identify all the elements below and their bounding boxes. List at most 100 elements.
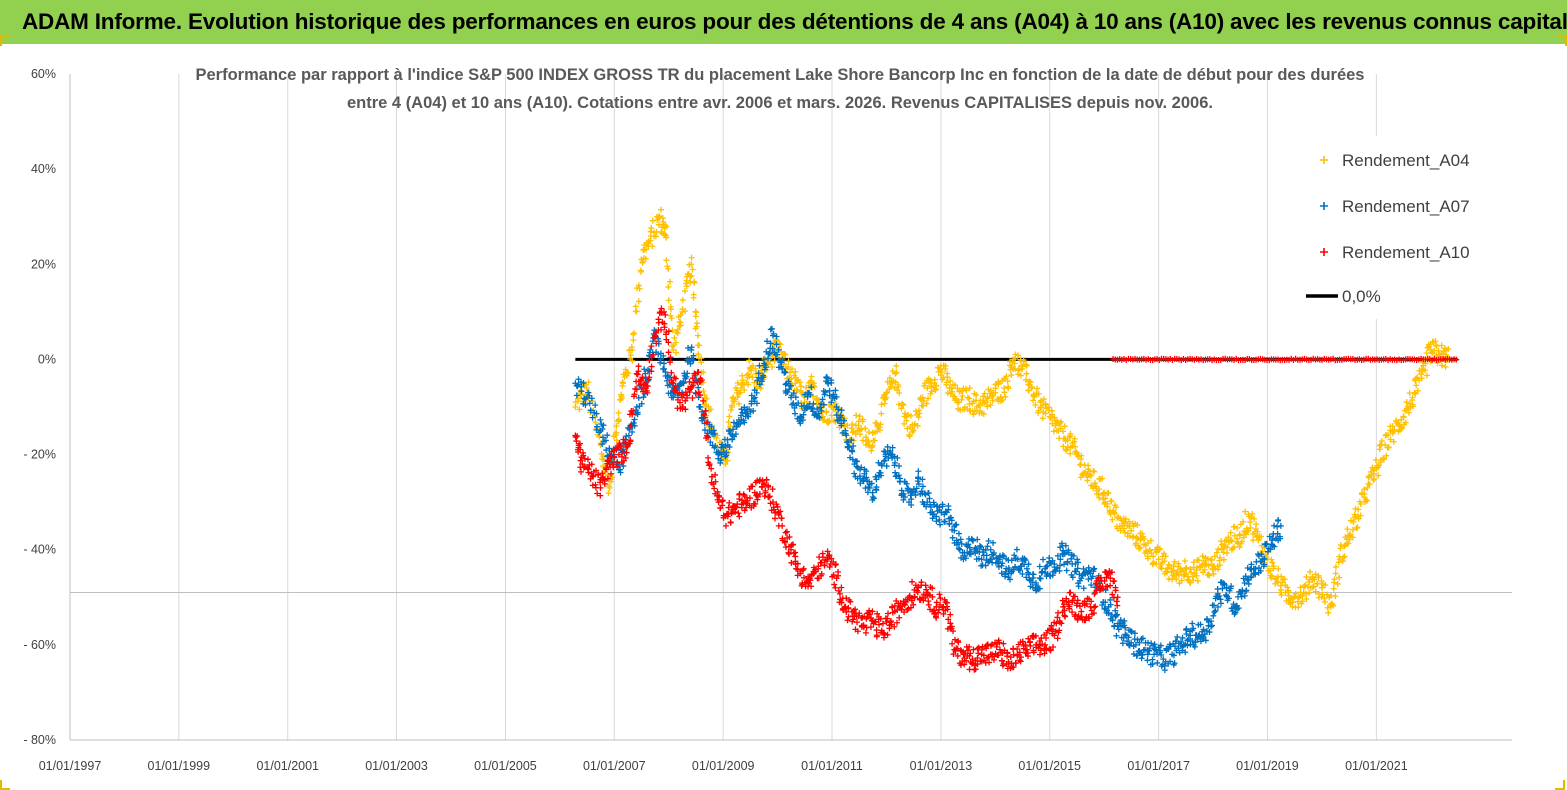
- a10-point: [648, 343, 655, 350]
- a07-point: [958, 540, 965, 547]
- a04-point: [688, 254, 695, 261]
- a04-point: [1375, 464, 1382, 471]
- a04-point: [1015, 366, 1022, 373]
- a10-point: [635, 368, 642, 375]
- a04-point: [1195, 557, 1202, 564]
- a10-point: [1058, 620, 1065, 627]
- a10-point: [929, 593, 936, 600]
- a04-point: [726, 413, 733, 420]
- a04-point: [984, 403, 991, 410]
- a10-point: [597, 492, 604, 499]
- a04-point: [1389, 423, 1396, 430]
- a07-point: [835, 406, 842, 413]
- a04-point: [1060, 428, 1067, 435]
- a10-point: [786, 534, 793, 541]
- a04-point: [737, 389, 744, 396]
- a04-point: [592, 419, 599, 426]
- a07-point: [927, 503, 934, 510]
- a04-point: [690, 291, 697, 298]
- a07-point: [667, 390, 674, 397]
- a10-point: [826, 563, 833, 570]
- a10-point: [1025, 635, 1032, 642]
- a07-point: [620, 463, 627, 470]
- a10-point: [998, 657, 1005, 664]
- a04-point: [1331, 576, 1338, 583]
- a10-point: [984, 655, 991, 662]
- a04-point: [1234, 524, 1241, 531]
- a10-point: [743, 504, 750, 511]
- a04-point: [1224, 544, 1231, 551]
- a04-point: [1216, 562, 1223, 569]
- a10-point: [974, 661, 981, 668]
- a10-point: [1019, 638, 1026, 645]
- a07-point: [949, 534, 956, 541]
- a04-point: [985, 386, 992, 393]
- a07-point: [1248, 561, 1255, 568]
- a04-point: [914, 422, 921, 429]
- a07-point: [617, 469, 624, 476]
- a04-point: [910, 427, 917, 434]
- a10-point: [766, 493, 773, 500]
- a07-point: [707, 439, 714, 446]
- x-tick-label: 01/01/2001: [256, 759, 319, 773]
- a07-point: [828, 377, 835, 384]
- a07-point: [1211, 609, 1218, 616]
- a07-point: [1260, 563, 1267, 570]
- a04-point: [1211, 553, 1218, 560]
- a04-point: [633, 308, 640, 315]
- a07-point: [662, 369, 669, 376]
- a04-point: [1275, 565, 1282, 572]
- a07-point: [972, 545, 979, 552]
- a04-point: [1354, 524, 1361, 531]
- a04-point: [1153, 560, 1160, 567]
- a10-point: [1023, 646, 1030, 653]
- a10-point: [1109, 591, 1116, 598]
- a04-point: [1001, 389, 1008, 396]
- a10-point: [605, 457, 612, 464]
- a07-point: [850, 443, 857, 450]
- a04-point: [862, 425, 869, 432]
- a10-point: [1041, 650, 1048, 657]
- a04-point: [905, 411, 912, 418]
- a04-point: [749, 362, 756, 369]
- a04-point: [796, 379, 803, 386]
- a07-point: [1061, 561, 1068, 568]
- a04-point: [1385, 432, 1392, 439]
- a10-point: [577, 457, 584, 464]
- a04-point: [1067, 430, 1074, 437]
- a07-point: [815, 410, 822, 417]
- a04-point: [728, 404, 735, 410]
- a07-point: [1023, 565, 1030, 572]
- a07-point: [756, 362, 763, 369]
- x-tick-label: 01/01/2005: [474, 759, 537, 773]
- a07-point: [818, 407, 825, 414]
- a07-point: [1036, 563, 1043, 570]
- a04-point: [877, 421, 884, 428]
- a04-point: [1411, 389, 1418, 396]
- a07-point: [1039, 568, 1046, 575]
- a10-point: [866, 607, 873, 614]
- a10-point: [594, 471, 601, 478]
- a04-point: [636, 285, 643, 292]
- a04-point: [630, 337, 637, 344]
- a07-point: [1127, 627, 1134, 634]
- a07-point: [1175, 645, 1182, 652]
- a07-point: [792, 394, 799, 401]
- a10-point: [794, 560, 801, 567]
- a07-point: [1091, 565, 1098, 572]
- a04-point: [1438, 362, 1445, 369]
- a04-point: [1281, 576, 1288, 583]
- a07-point: [987, 546, 994, 553]
- a07-point: [1062, 542, 1069, 549]
- a04-point: [1304, 583, 1311, 590]
- a07-point: [1011, 552, 1018, 559]
- y-tick-label: - 60%: [23, 638, 56, 652]
- a04-point: [1347, 531, 1354, 538]
- a04-point: [947, 377, 954, 384]
- a07-point: [683, 373, 690, 380]
- a07-point: [1179, 634, 1186, 641]
- a04-point: [1220, 549, 1227, 556]
- a07-point: [841, 417, 848, 424]
- a04-point: [782, 351, 789, 358]
- a10-point: [1004, 649, 1011, 656]
